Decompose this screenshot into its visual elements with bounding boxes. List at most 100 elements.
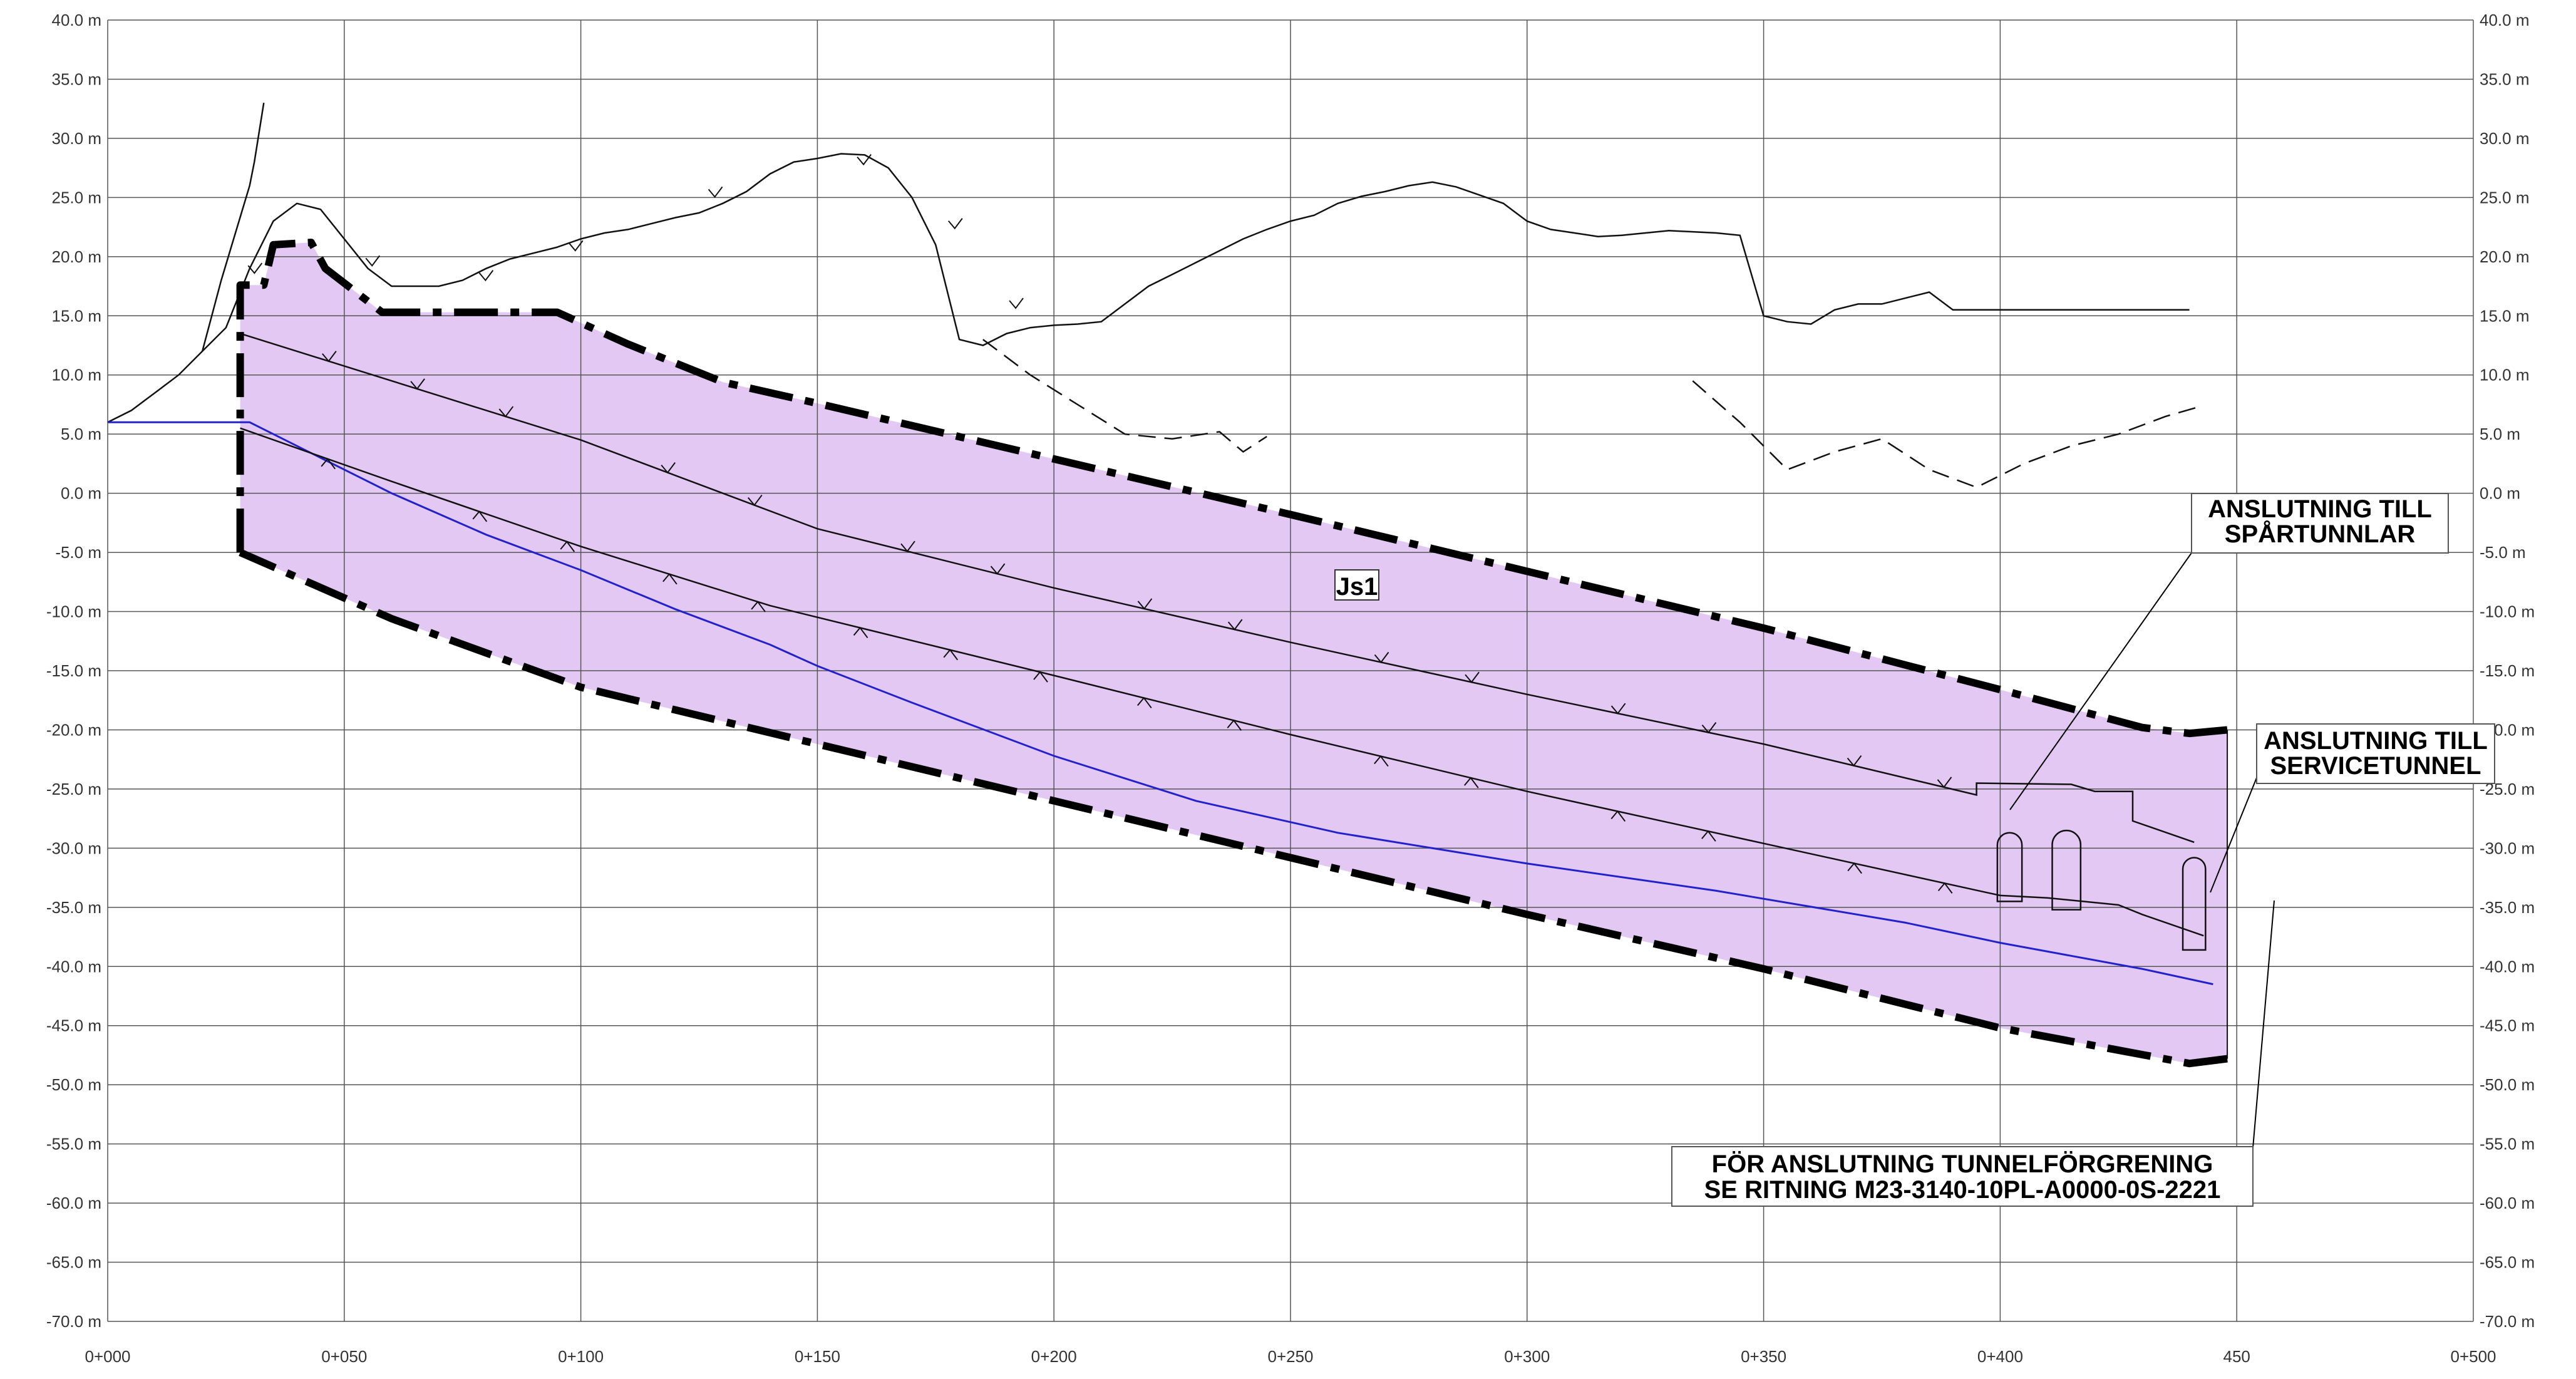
- rock-symbol: [751, 601, 766, 612]
- y-tick-label-left: 40.0 m: [52, 11, 102, 29]
- rock-symbol: [478, 270, 494, 282]
- y-tick-label-left: -35.0 m: [46, 898, 101, 917]
- y-tick-label-left: -25.0 m: [46, 780, 101, 798]
- x-tick-label: 0+500: [2450, 1347, 2496, 1366]
- axis-labels: 40.0 m 40.0 m 35.0 m 35.0 m 30.0 m 30.0 m 25.0…: [46, 11, 2535, 1366]
- x-tick-label: 450: [2223, 1347, 2250, 1366]
- y-tick-label-left: -10.0 m: [46, 602, 101, 621]
- svg-text:Js1: Js1: [1336, 573, 1378, 601]
- rock-surface-dashed-1: [982, 339, 1267, 453]
- y-tick-label-right: -5.0 m: [2480, 543, 2526, 562]
- service-tunnel-section: [2182, 857, 2207, 951]
- tunnel-section-1: [1996, 832, 2023, 902]
- terrain-surface-line: [107, 153, 2190, 423]
- rock-symbol: [1610, 810, 1626, 822]
- rock-symbol: [410, 378, 425, 390]
- rock-symbol: [1009, 297, 1024, 309]
- rock-symbol: [1374, 755, 1389, 767]
- y-tick-label-right: -30.0 m: [2480, 839, 2535, 857]
- y-tick-label-right: 20.0 m: [2480, 247, 2530, 266]
- rock-symbol: [1137, 598, 1153, 610]
- y-tick-label-left: 5.0 m: [61, 425, 101, 443]
- y-tick-label-left: 30.0 m: [52, 129, 102, 148]
- x-tick-label: 0+300: [1504, 1347, 1550, 1366]
- y-tick-label-left: -20.0 m: [46, 720, 101, 739]
- rock-symbol: [1937, 777, 1952, 788]
- y-tick-label-right: -40.0 m: [2480, 957, 2535, 976]
- zone-boundary-top: [236, 239, 2228, 738]
- rock-symbol: [747, 494, 763, 507]
- rock-symbol: [948, 218, 963, 230]
- rock-symbol: [990, 563, 1006, 575]
- callout-servicetunnel-line2: SERVICETUNNEL: [2270, 752, 2481, 780]
- rock-symbol: [472, 510, 488, 522]
- y-tick-label-left: -45.0 m: [46, 1016, 101, 1035]
- x-tick-label: 0+200: [1031, 1347, 1077, 1366]
- y-tick-label-right: -55.0 m: [2480, 1135, 2535, 1154]
- rock-symbol: [1227, 619, 1243, 631]
- y-tick-label-left: -15.0 m: [46, 661, 101, 680]
- leader-line-spartunnlar: [2009, 550, 2193, 810]
- callout-spartunnlar: ANSLUTNING TILL SPÅRTUNNLAR: [2191, 493, 2449, 554]
- y-tick-label-left: 0.0 m: [61, 484, 101, 503]
- callout-servicetunnel: ANSLUTNING TILL SERVICETUNNEL: [2256, 723, 2495, 784]
- zone-boundary-bottom: [239, 549, 2228, 1068]
- y-tick-label-left: -65.0 m: [46, 1253, 101, 1272]
- rock-symbol: [1374, 651, 1389, 664]
- y-tick-label-left: -5.0 m: [55, 543, 101, 562]
- rock-symbol: [1137, 696, 1152, 709]
- y-tick-label-right: -60.0 m: [2480, 1194, 2535, 1212]
- y-tick-label-left: -60.0 m: [46, 1194, 101, 1212]
- rock-symbol: [1847, 862, 1862, 874]
- rock-symbol: [1033, 671, 1048, 683]
- zone-tag-js1: Js1: [1334, 569, 1379, 601]
- x-tick-label: 0+000: [85, 1347, 130, 1366]
- y-tick-label-right: -15.0 m: [2480, 661, 2535, 680]
- y-tick-label-right: -10.0 m: [2480, 602, 2535, 621]
- x-tick-label: 0+100: [558, 1347, 604, 1366]
- tunnel-section-2: [2051, 830, 2082, 911]
- rock-symbol: [321, 458, 336, 470]
- y-tick-label-left: 10.0 m: [52, 366, 102, 385]
- y-tick-label-right: 5.0 m: [2480, 425, 2520, 443]
- y-tick-label-right: 40.0 m: [2480, 11, 2530, 29]
- x-tick-label: 0+150: [795, 1347, 840, 1366]
- y-tick-label-right: -70.0 m: [2480, 1312, 2535, 1331]
- y-tick-label-right: -50.0 m: [2480, 1075, 2535, 1094]
- y-tick-label-left: -40.0 m: [46, 957, 101, 976]
- y-tick-label-right: -35.0 m: [2480, 898, 2535, 917]
- slope-line: [201, 103, 265, 352]
- rock-symbol: [1701, 722, 1717, 734]
- rock-line-upper: [240, 333, 2195, 844]
- y-tick-label-right: 15.0 m: [2480, 306, 2530, 325]
- rock-symbol: [1465, 671, 1480, 683]
- tunnel-sections: [1996, 830, 2207, 951]
- rock-surface-dashed-2: [1692, 380, 2200, 488]
- callout-spartunnlar-line2: SPÅRTUNNLAR: [2225, 520, 2416, 548]
- rock-symbol: [943, 649, 959, 661]
- rock-symbol: [661, 462, 676, 474]
- rock-symbol: [365, 255, 381, 267]
- y-tick-label-right: 10.0 m: [2480, 366, 2530, 385]
- callout-servicetunnel-line1: ANSLUTNING TILL: [2264, 727, 2488, 755]
- y-tick-label-left: -30.0 m: [46, 839, 101, 857]
- y-tick-label-left: 20.0 m: [52, 247, 102, 266]
- profile-lines: [107, 103, 2228, 1059]
- callouts: ANSLUTNING TILL SPÅRTUNNLAR ANSLUTNING T…: [1671, 493, 2495, 1207]
- rock-symbol: [1847, 755, 1862, 767]
- y-tick-label-right: -45.0 m: [2480, 1016, 2535, 1035]
- callout-tunnelforgrening-line1: FÖR ANSLUTNING TUNNELFÖRGRENING: [1712, 1150, 2213, 1178]
- rock-symbol: [569, 240, 584, 252]
- rock-symbol: [1610, 703, 1626, 715]
- rock-symbol: [662, 573, 677, 585]
- water-level-line: [108, 421, 2213, 986]
- zone-boundary: [236, 239, 2228, 1068]
- rock-symbol: [322, 351, 337, 363]
- callout-tunnelforgrening-line2: SE RITNING M23-3140-10PL-A0000-0S-2221: [1704, 1176, 2221, 1204]
- rock-symbol: [247, 262, 263, 274]
- x-tick-label: 0+250: [1267, 1347, 1313, 1366]
- y-tick-label-right: 0.0 m: [2480, 484, 2520, 503]
- rock-symbol: [560, 540, 575, 552]
- zone-fill: [240, 242, 2228, 1064]
